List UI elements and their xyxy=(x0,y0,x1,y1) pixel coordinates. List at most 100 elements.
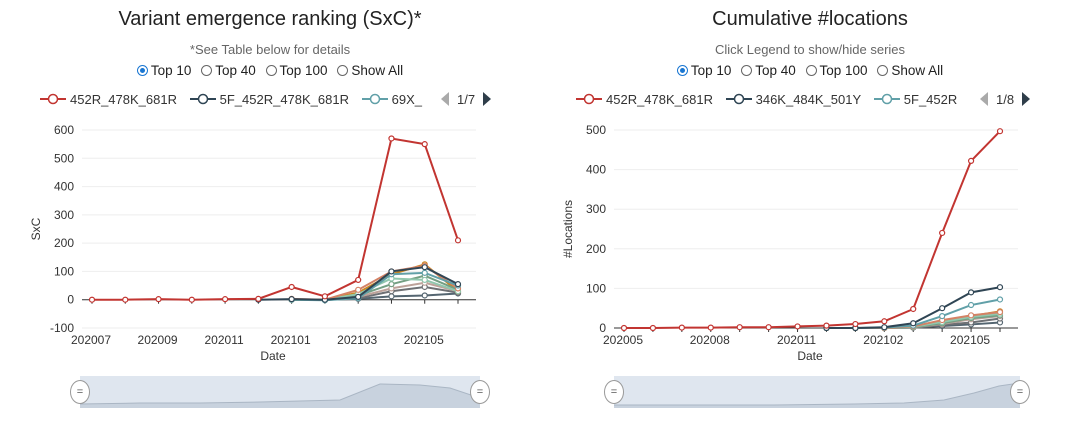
data-point[interactable] xyxy=(649,324,657,332)
data-point[interactable] xyxy=(967,289,975,296)
radio-top-40[interactable]: Top 40 xyxy=(201,63,256,78)
data-point[interactable] xyxy=(939,313,946,320)
series-series-6[interactable] xyxy=(288,261,462,303)
data-point[interactable] xyxy=(155,296,162,303)
radio-dot-icon[interactable] xyxy=(136,65,148,76)
radio-top-100[interactable]: Top 100 xyxy=(805,63,868,78)
data-point[interactable] xyxy=(421,292,428,299)
legend-page-indicator: 1/7 xyxy=(457,91,476,107)
data-point[interactable] xyxy=(355,276,362,284)
data-point[interactable] xyxy=(388,268,395,275)
data-point[interactable] xyxy=(736,324,743,331)
data-point[interactable] xyxy=(355,293,362,300)
data-point[interactable] xyxy=(996,296,1004,303)
x-tick-label: 202005 xyxy=(603,333,643,347)
data-point[interactable] xyxy=(421,269,428,276)
data-point[interactable] xyxy=(881,318,888,325)
legend-item[interactable]: 69X_ xyxy=(361,88,422,110)
radio-top-10[interactable]: Top 10 xyxy=(676,63,731,78)
chart-legend: 452R_478K_681R 346K_484K_501Y 5F_452R 1/… xyxy=(576,88,1046,110)
data-point[interactable] xyxy=(967,312,975,319)
zoom-handle-right[interactable]: = xyxy=(1010,380,1030,404)
zoom-preview xyxy=(614,382,1020,408)
radio-dot-icon[interactable] xyxy=(676,65,688,76)
data-point[interactable] xyxy=(421,264,428,271)
series-452R_478K_681R[interactable] xyxy=(88,135,462,303)
date-zoom-slider[interactable]: = = xyxy=(70,376,490,408)
x-tick-label: 202009 xyxy=(138,333,178,347)
prev-page-icon[interactable] xyxy=(441,92,449,106)
data-point[interactable] xyxy=(321,293,329,300)
data-point[interactable] xyxy=(996,284,1004,291)
data-point[interactable] xyxy=(454,281,462,288)
data-point[interactable] xyxy=(620,324,628,332)
data-point[interactable] xyxy=(288,283,295,291)
zoom-handle-left[interactable]: = xyxy=(70,380,90,404)
x-axis-label: Date xyxy=(260,349,286,363)
radio-top-100[interactable]: Top 100 xyxy=(265,63,328,78)
radio-top-10[interactable]: Top 10 xyxy=(136,63,191,78)
radio-show-all[interactable]: Show All xyxy=(877,63,943,78)
next-page-icon[interactable] xyxy=(1022,92,1031,106)
data-point[interactable] xyxy=(765,324,772,331)
legend-pager: 1/8 xyxy=(980,88,1031,110)
data-point[interactable] xyxy=(355,286,362,293)
data-point[interactable] xyxy=(188,296,195,303)
series-452R_478K_681R[interactable] xyxy=(620,128,1004,332)
radio-dot-icon[interactable] xyxy=(201,65,213,76)
y-tick-label: -100 xyxy=(50,321,74,335)
line-circle-icon xyxy=(725,93,752,105)
data-point[interactable] xyxy=(794,323,801,330)
zoom-handle-right[interactable]: = xyxy=(470,380,490,404)
data-point[interactable] xyxy=(454,237,462,244)
locations-chart-panel: Cumulative #locations Click Legend to sh… xyxy=(540,0,1080,426)
data-point[interactable] xyxy=(421,276,428,284)
data-point[interactable] xyxy=(967,301,975,309)
radio-dot-icon[interactable] xyxy=(877,65,889,76)
radio-dot-icon[interactable] xyxy=(337,65,349,76)
prev-page-icon[interactable] xyxy=(980,92,988,106)
data-point[interactable] xyxy=(852,320,859,328)
data-point[interactable] xyxy=(288,296,295,303)
series-line[interactable] xyxy=(624,130,1001,329)
radio-dot-icon[interactable] xyxy=(741,65,753,76)
radio-dot-icon[interactable] xyxy=(805,65,817,76)
legend-item[interactable]: 452R_478K_681R xyxy=(576,88,713,110)
data-point[interactable] xyxy=(967,157,975,164)
data-point[interactable] xyxy=(221,296,229,303)
legend-item[interactable]: 5F_452R xyxy=(873,88,957,110)
series-5F_452R_478K_681R[interactable] xyxy=(255,264,462,303)
legend-item[interactable]: 5F_452R_478K_681R xyxy=(189,88,349,110)
data-point[interactable] xyxy=(388,293,395,300)
series-line[interactable] xyxy=(92,137,459,301)
data-point[interactable] xyxy=(910,320,917,327)
y-tick-label: 300 xyxy=(586,202,606,216)
data-point[interactable] xyxy=(255,295,262,302)
series-line[interactable] xyxy=(291,271,459,302)
zoom-handle-left[interactable]: = xyxy=(604,380,624,404)
data-point[interactable] xyxy=(910,305,917,313)
data-point[interactable] xyxy=(707,324,714,331)
data-point[interactable] xyxy=(996,309,1004,316)
radio-show-all[interactable]: Show All xyxy=(337,63,403,78)
radio-dot-icon[interactable] xyxy=(265,65,277,76)
data-point[interactable] xyxy=(388,135,395,142)
data-point[interactable] xyxy=(388,281,395,288)
data-point[interactable] xyxy=(939,305,946,312)
date-zoom-slider[interactable]: = = xyxy=(604,376,1030,408)
sxc-chart-panel: Variant emergence ranking (SxC)* *See Ta… xyxy=(29,8,492,408)
x-tick-label: 202007 xyxy=(71,333,111,347)
radio-top-40[interactable]: Top 40 xyxy=(741,63,796,78)
data-point[interactable] xyxy=(939,229,946,237)
data-point[interactable] xyxy=(678,324,685,331)
data-point[interactable] xyxy=(881,324,888,331)
next-page-icon[interactable] xyxy=(483,92,492,106)
data-point[interactable] xyxy=(122,296,129,303)
data-point[interactable] xyxy=(421,141,428,148)
data-point[interactable] xyxy=(996,128,1004,135)
legend-item[interactable]: 452R_478K_681R xyxy=(40,88,177,110)
legend-item[interactable]: 346K_484K_501Y xyxy=(725,88,861,110)
data-point[interactable] xyxy=(88,296,96,303)
x-tick-label: 202011 xyxy=(777,333,816,347)
data-point[interactable] xyxy=(823,322,830,329)
